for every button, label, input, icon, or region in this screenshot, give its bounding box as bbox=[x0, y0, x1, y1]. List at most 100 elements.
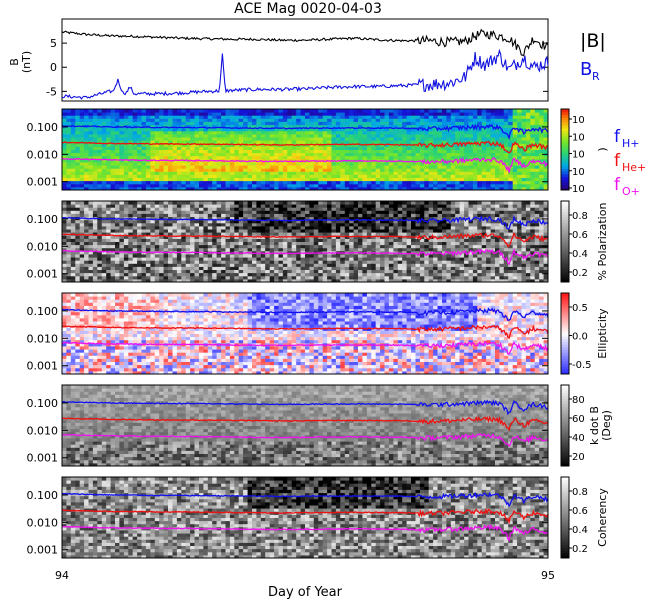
spectrogram-cell bbox=[349, 232, 355, 236]
spectrogram-cell bbox=[75, 143, 81, 147]
spectrogram-cell bbox=[335, 278, 341, 283]
spectrogram-cell bbox=[75, 165, 81, 169]
spectrogram-cell bbox=[256, 180, 262, 185]
spectrogram-cell bbox=[132, 155, 138, 160]
spectrogram-cell bbox=[327, 232, 332, 236]
spectrogram-cell bbox=[252, 149, 257, 154]
spectrogram-cell bbox=[499, 168, 505, 172]
spectrogram-cell bbox=[300, 112, 306, 116]
spectrogram-cell bbox=[194, 152, 200, 157]
spectrogram-cell bbox=[287, 260, 293, 264]
spectrogram-cell bbox=[495, 152, 500, 157]
spectrogram-cell bbox=[477, 186, 483, 191]
spectrogram-cell bbox=[499, 155, 505, 160]
spectrogram-cell bbox=[181, 133, 187, 138]
spectrogram-cell bbox=[203, 222, 209, 227]
spectrogram-cell bbox=[141, 115, 147, 119]
spectrogram-cell bbox=[402, 115, 408, 119]
spectrogram-cell bbox=[375, 124, 381, 129]
spectrogram-cell bbox=[132, 127, 138, 132]
spectrogram-cell bbox=[123, 130, 129, 135]
spectrogram-cell bbox=[477, 115, 483, 119]
spectrogram-cell bbox=[406, 247, 412, 252]
spectrogram-cell bbox=[349, 177, 355, 182]
spectrogram-cell bbox=[450, 180, 456, 185]
spectrogram-cell bbox=[508, 109, 514, 113]
spectrogram-cell bbox=[512, 171, 518, 175]
spectrogram-cell bbox=[305, 124, 310, 129]
spectrogram-cell bbox=[92, 257, 98, 261]
spectrogram-cell bbox=[287, 177, 293, 182]
spectrogram-cell bbox=[101, 244, 107, 249]
spectrogram-cell bbox=[296, 213, 302, 218]
spectrogram-cell bbox=[212, 180, 218, 185]
spectrogram-cell bbox=[274, 149, 279, 154]
spectrogram-cell bbox=[163, 225, 169, 230]
spectrogram-cell bbox=[229, 124, 235, 129]
spectrogram-cell bbox=[225, 229, 231, 233]
spectrogram-cell bbox=[123, 278, 129, 283]
spectrogram-cell bbox=[371, 201, 377, 205]
spectrogram-cell bbox=[154, 149, 160, 154]
spectrogram-cell bbox=[243, 165, 248, 169]
spectrogram-cell bbox=[499, 121, 505, 126]
spectrogram-cell bbox=[291, 171, 297, 175]
spectrogram-cell bbox=[442, 121, 447, 126]
spectrogram-cell bbox=[229, 272, 235, 277]
spectrogram-cell bbox=[402, 272, 408, 277]
spectrogram-cell bbox=[402, 112, 408, 116]
spectrogram-cell bbox=[190, 235, 195, 239]
spectrogram-cell bbox=[371, 275, 377, 280]
spectrogram-cell bbox=[282, 165, 288, 169]
spectrogram-cell bbox=[207, 165, 213, 169]
spectrogram-cell bbox=[97, 112, 103, 116]
spectrogram-cell bbox=[358, 165, 363, 169]
spectrogram-cell bbox=[322, 269, 328, 274]
spectrogram-cell bbox=[92, 278, 98, 283]
spectrogram-cell bbox=[446, 155, 452, 160]
spectrogram-cell bbox=[163, 112, 169, 116]
spectrogram-cell bbox=[287, 247, 293, 252]
spectrogram-cell bbox=[446, 158, 452, 163]
spectrogram-cell bbox=[344, 140, 350, 144]
spectrogram-cell bbox=[252, 232, 257, 236]
spectrogram-cell bbox=[172, 130, 178, 135]
spectrogram-cell bbox=[252, 152, 257, 157]
spectrogram-cell bbox=[101, 225, 107, 230]
spectrogram-cell bbox=[530, 137, 536, 141]
spectrogram-cell bbox=[331, 272, 337, 277]
spectrogram-cell bbox=[110, 118, 116, 122]
spectrogram-cell bbox=[190, 183, 195, 188]
spectrogram-cell bbox=[433, 137, 438, 141]
spectrogram-cell bbox=[79, 213, 85, 218]
spectrogram-cell bbox=[115, 278, 120, 283]
spectrogram-cell bbox=[543, 177, 549, 182]
spectrogram-cell bbox=[278, 162, 284, 166]
spectrogram-cell bbox=[472, 152, 478, 157]
spectrogram-cell bbox=[349, 109, 355, 113]
spectrogram-cell bbox=[371, 127, 377, 132]
spectrogram-cell bbox=[397, 152, 403, 157]
spectrogram-cell bbox=[508, 152, 514, 157]
spectrogram-cell bbox=[212, 146, 218, 150]
spectrogram-cell bbox=[84, 278, 89, 283]
spectrogram-cell bbox=[229, 210, 235, 214]
spectrogram-cell bbox=[221, 207, 226, 211]
spectrogram-cell bbox=[145, 152, 151, 157]
spectrogram-cell bbox=[216, 180, 222, 185]
spectrogram-cell bbox=[349, 260, 355, 264]
spectrogram-cell bbox=[322, 210, 328, 214]
spectrogram-cell bbox=[88, 130, 94, 135]
spectrogram-cell bbox=[472, 121, 478, 126]
spectrogram-cell bbox=[66, 219, 72, 224]
spectrogram-cell bbox=[296, 275, 302, 280]
spectrogram-cell bbox=[172, 152, 178, 157]
spectrogram-cell bbox=[84, 238, 89, 242]
spectrogram-cell bbox=[525, 171, 531, 175]
spectrogram-cell bbox=[335, 124, 341, 129]
spectrogram-cell bbox=[92, 118, 98, 122]
colorbar-frame bbox=[560, 108, 570, 191]
spectrogram-cell bbox=[318, 244, 324, 249]
spectrogram-cell bbox=[84, 127, 89, 132]
spectrogram-cell bbox=[327, 115, 332, 119]
